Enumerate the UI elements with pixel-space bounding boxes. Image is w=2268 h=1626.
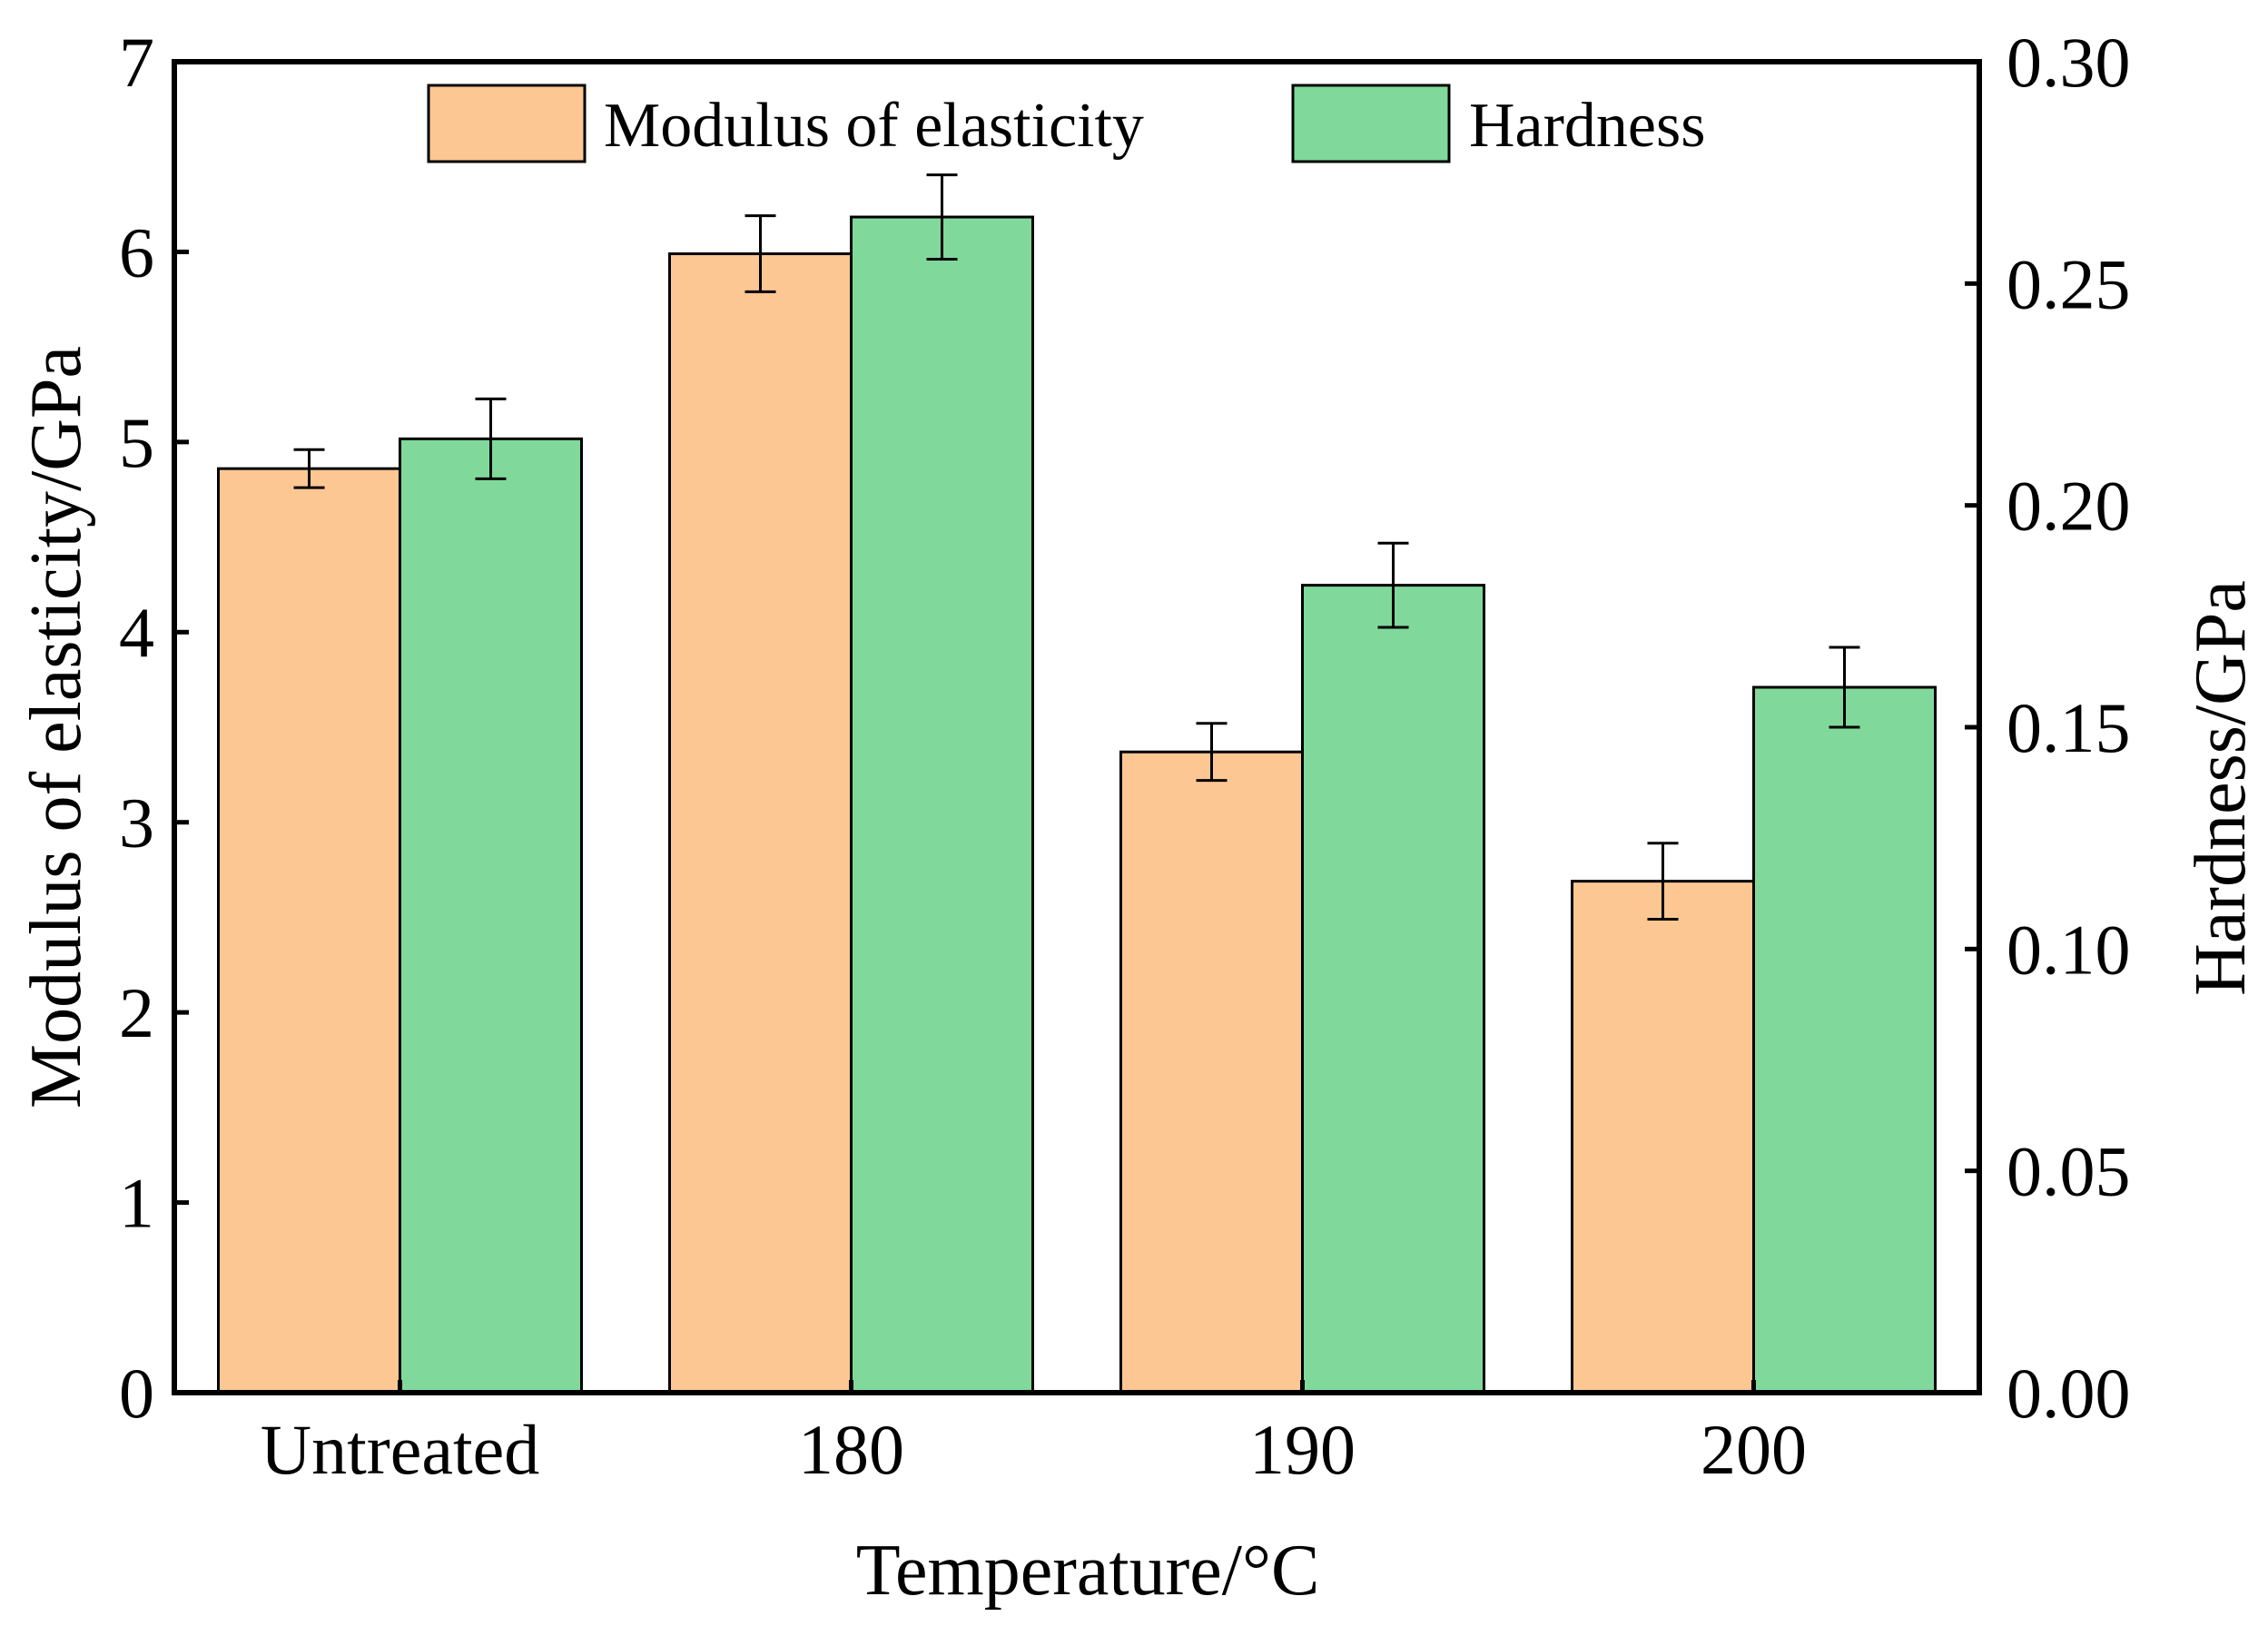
x-axis-title: Temperature/°C xyxy=(856,1531,1320,1611)
right-axis-title: Hardness/GPa xyxy=(2181,580,2261,996)
legend: Modulus of elasticity Hardness xyxy=(427,84,1705,163)
x-tick-label: 200 xyxy=(1701,1410,1807,1489)
right-axis: 0.00 0.05 0.10 0.15 0.20 0.25 0.30 xyxy=(1965,23,2131,1433)
right-tick-label: 0.10 xyxy=(2007,910,2131,989)
left-tick-label: 2 xyxy=(119,973,154,1052)
left-tick-label: 7 xyxy=(119,23,154,102)
right-tick-label: 0.05 xyxy=(2007,1132,2131,1211)
x-axis: Untreated 180 190 200 xyxy=(261,1380,1807,1489)
bar xyxy=(399,437,583,1394)
left-tick-label: 4 xyxy=(119,593,154,672)
bar xyxy=(668,252,853,1394)
bar xyxy=(1119,750,1304,1394)
right-tick-label: 0.15 xyxy=(2007,688,2131,767)
x-tick-label: 190 xyxy=(1249,1410,1356,1489)
legend-swatch-modulus xyxy=(427,84,587,163)
left-tick-label: 6 xyxy=(119,212,154,291)
errorbars-layer xyxy=(293,173,1860,921)
legend-label-hardness: Hardness xyxy=(1469,91,1705,161)
bar xyxy=(850,215,1034,1394)
left-axis: 0 1 2 3 4 5 6 7 xyxy=(119,23,189,1433)
left-tick-label: 1 xyxy=(119,1164,154,1243)
right-tick-label: 0.30 xyxy=(2007,23,2131,102)
bar xyxy=(1752,685,1937,1394)
bar xyxy=(1571,880,1755,1394)
x-tick-label: Untreated xyxy=(261,1410,540,1489)
bars-layer xyxy=(217,215,1937,1394)
left-tick-label: 5 xyxy=(119,403,154,482)
x-tick-label: 180 xyxy=(798,1410,904,1489)
bar xyxy=(217,467,401,1394)
right-tick-label: 0.20 xyxy=(2007,467,2131,546)
left-axis-title: Modulus of elasticity/GPa xyxy=(16,346,96,1109)
left-tick-label: 0 xyxy=(119,1354,154,1433)
legend-swatch-hardness xyxy=(1291,84,1451,163)
left-tick-label: 3 xyxy=(119,783,154,862)
right-tick-label: 0.00 xyxy=(2007,1354,2131,1433)
legend-label-modulus: Modulus of elasticity xyxy=(604,91,1144,161)
bar xyxy=(1301,584,1485,1394)
right-tick-label: 0.25 xyxy=(2007,244,2131,323)
